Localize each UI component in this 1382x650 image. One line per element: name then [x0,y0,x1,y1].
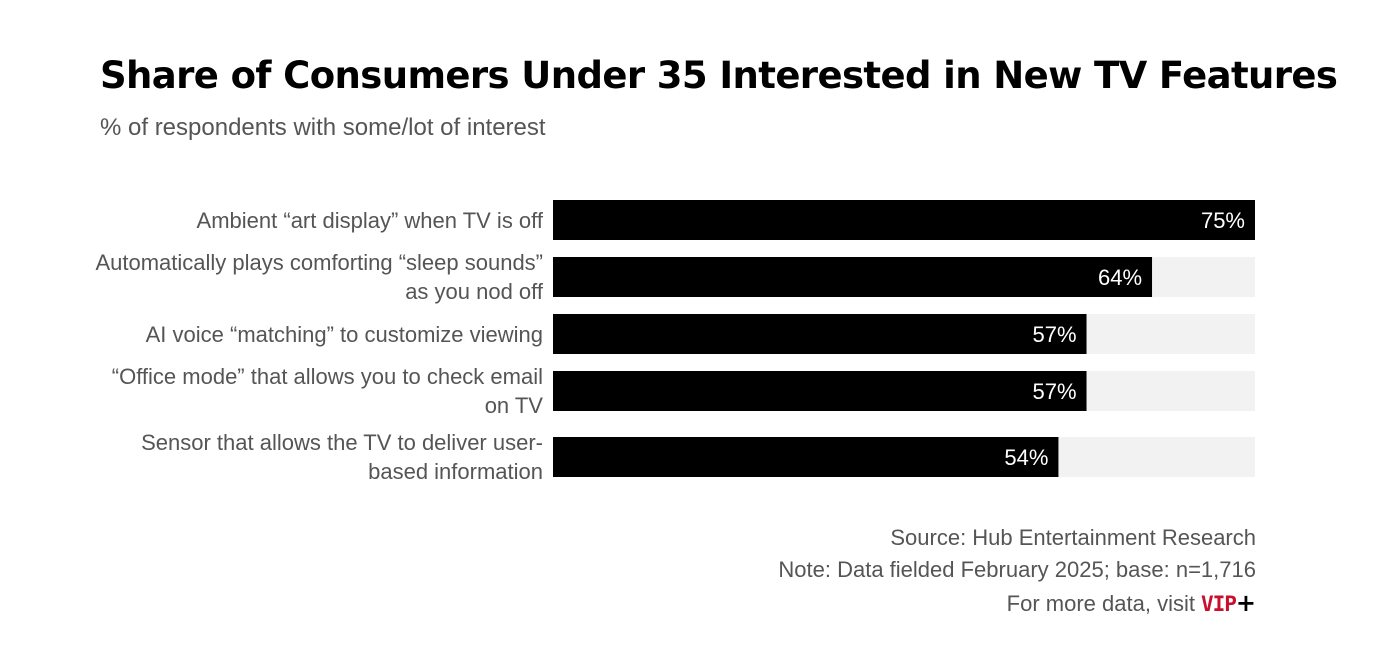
bar [553,437,1059,477]
vip-plus-sign: + [1235,589,1256,617]
data-label: 57% [1032,322,1076,347]
category-label: AI voice “matching” to customize viewing [145,321,543,347]
bar [553,200,1255,240]
more-data-line: For more data, visit VIP+ [1007,589,1256,617]
vip-logo: VIP [1200,592,1237,616]
bar [553,371,1087,411]
bar [553,314,1087,354]
data-label: 54% [1004,445,1048,470]
data-label: 75% [1201,208,1245,233]
category-label: Sensor that allows the TV to deliver use… [141,430,543,484]
chart-title: Share of Consumers Under 35 Interested i… [100,54,1338,97]
source-note: Source: Hub Entertainment Research [890,525,1256,550]
vip-plus-link[interactable]: VIP+ [1195,589,1256,617]
data-label: 64% [1098,265,1142,290]
data-note: Note: Data fielded February 2025; base: … [778,557,1256,582]
category-label: “Office mode” that allows you to check e… [111,364,543,418]
data-label: 57% [1032,379,1076,404]
more-data-text: For more data, visit [1006,591,1195,616]
category-label: Automatically plays comforting “sleep so… [95,250,543,304]
bar [553,257,1153,297]
chart-subtitle: % of respondents with some/lot of intere… [100,114,546,141]
category-label: Ambient “art display” when TV is off [196,207,543,233]
